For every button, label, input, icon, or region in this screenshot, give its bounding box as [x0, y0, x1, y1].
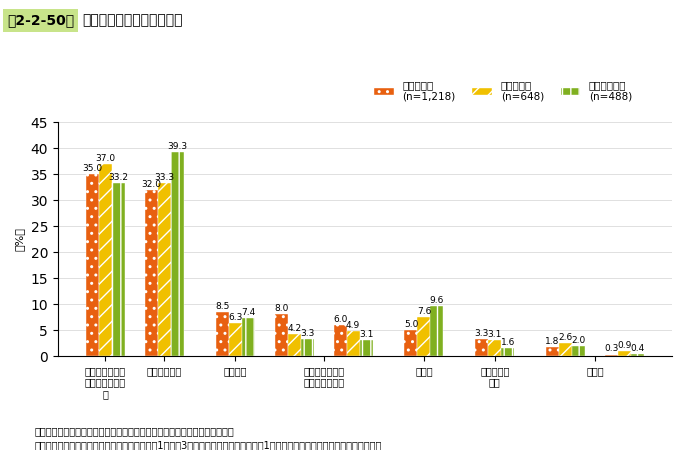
Text: （注）「自己研鑽に関する取組内容」について1位から3位を回答してもらった中で、1位として回答されたものを集計している。: （注）「自己研鑽に関する取組内容」について1位から3位を回答してもらった中で、1… [34, 440, 382, 450]
Bar [347, 331, 359, 356]
Bar [275, 315, 288, 356]
Text: 33.3: 33.3 [155, 173, 174, 182]
Y-axis label: （%）: （%） [15, 227, 25, 251]
Text: 0.4: 0.4 [631, 344, 644, 353]
Text: 32.0: 32.0 [142, 180, 161, 189]
Bar [546, 346, 559, 356]
Bar [86, 174, 99, 356]
Bar [502, 348, 515, 356]
Bar [605, 355, 618, 356]
Text: 7.4: 7.4 [241, 307, 256, 316]
Bar [418, 316, 431, 356]
Text: 1.8: 1.8 [545, 337, 560, 346]
Text: 5.0: 5.0 [404, 320, 418, 329]
Text: 39.3: 39.3 [167, 142, 188, 151]
Bar [572, 346, 585, 356]
Bar [158, 183, 171, 356]
Text: 0.3: 0.3 [605, 345, 619, 354]
Text: 1.6: 1.6 [501, 338, 515, 346]
Bar [475, 339, 488, 356]
Bar [171, 152, 184, 356]
Bar [334, 325, 347, 356]
Text: 9.6: 9.6 [430, 296, 444, 305]
Text: 35.0: 35.0 [82, 164, 102, 173]
Text: 2.0: 2.0 [572, 336, 586, 345]
Bar [112, 184, 125, 356]
Bar [618, 351, 631, 356]
Text: 4.9: 4.9 [346, 320, 360, 329]
Text: 33.2: 33.2 [109, 173, 128, 182]
Legend: 大規模企業
(n=1,218), 中規模企業
(n=648), 小規模事業者
(n=488): 大規模企業 (n=1,218), 中規模企業 (n=648), 小規模事業者 (… [369, 76, 636, 106]
Text: 3.1: 3.1 [359, 330, 373, 339]
Bar [229, 323, 242, 356]
Text: 3.3: 3.3 [475, 329, 489, 338]
Bar [301, 339, 313, 356]
Bar [431, 306, 443, 356]
Text: 7.6: 7.6 [417, 306, 431, 315]
Text: 6.0: 6.0 [333, 315, 348, 324]
Text: 6.3: 6.3 [228, 313, 243, 322]
Bar [359, 340, 372, 356]
Text: 8.0: 8.0 [274, 305, 289, 314]
Text: 0.9: 0.9 [618, 342, 632, 351]
Bar [216, 312, 229, 356]
Bar [242, 318, 255, 356]
Bar [99, 164, 112, 356]
Text: 3.3: 3.3 [300, 329, 315, 338]
Text: 資料：中小企業庁委託「中小企業・小規模事業者の人材確保と育成に関する: 資料：中小企業庁委託「中小企業・小規模事業者の人材確保と育成に関する [34, 427, 234, 436]
Text: 4.2: 4.2 [287, 324, 301, 333]
Bar [405, 330, 418, 356]
Text: 第2-2-50図: 第2-2-50図 [7, 14, 74, 27]
Bar [145, 189, 158, 356]
Bar [559, 342, 572, 356]
Bar [288, 334, 301, 356]
Bar [631, 354, 644, 356]
Text: 自己研鑽に関する取組内容: 自己研鑽に関する取組内容 [82, 14, 183, 27]
Text: 2.6: 2.6 [559, 333, 573, 342]
Bar [488, 340, 502, 356]
Text: 8.5: 8.5 [215, 302, 229, 311]
Text: 37.0: 37.0 [95, 153, 115, 162]
Text: 3.1: 3.1 [488, 330, 502, 339]
